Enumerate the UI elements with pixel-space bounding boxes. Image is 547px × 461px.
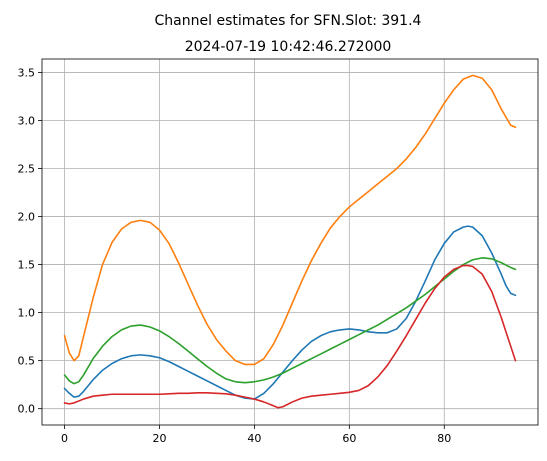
axis-ticks: 0 20 40 60 80 0.0 0.5 1.0 1.5 2.0 2.5 3.0 3.5 <box>18 66 452 445</box>
grid <box>42 59 538 425</box>
plot-area <box>63 74 517 409</box>
y-tick-label: 3.0 <box>18 114 36 127</box>
x-tick-label: 60 <box>342 432 356 445</box>
y-tick-label: 3.5 <box>18 66 36 79</box>
axes-frame <box>41 58 539 426</box>
series-line-1 <box>63 225 517 400</box>
y-tick-label: 0.5 <box>18 355 36 368</box>
series-line-4 <box>63 264 517 409</box>
x-tick-label: 40 <box>247 432 261 445</box>
x-tick-label: 0 <box>61 432 68 445</box>
y-tick-label: 1.0 <box>18 307 36 320</box>
x-tick-label: 20 <box>152 432 166 445</box>
chart-title: Channel estimates for SFN.Slot: 391.4 <box>155 13 422 29</box>
series-line-2 <box>63 74 517 366</box>
y-tick-label: 2.5 <box>18 163 36 176</box>
y-tick-label: 2.0 <box>18 211 36 224</box>
y-tick-label: 0.0 <box>18 403 36 416</box>
chart-subtitle: 2024-07-19 10:42:46.272000 <box>185 39 392 55</box>
series-line-3 <box>63 257 517 385</box>
y-tick-label: 1.5 <box>18 259 36 272</box>
x-tick-label: 80 <box>437 432 451 445</box>
